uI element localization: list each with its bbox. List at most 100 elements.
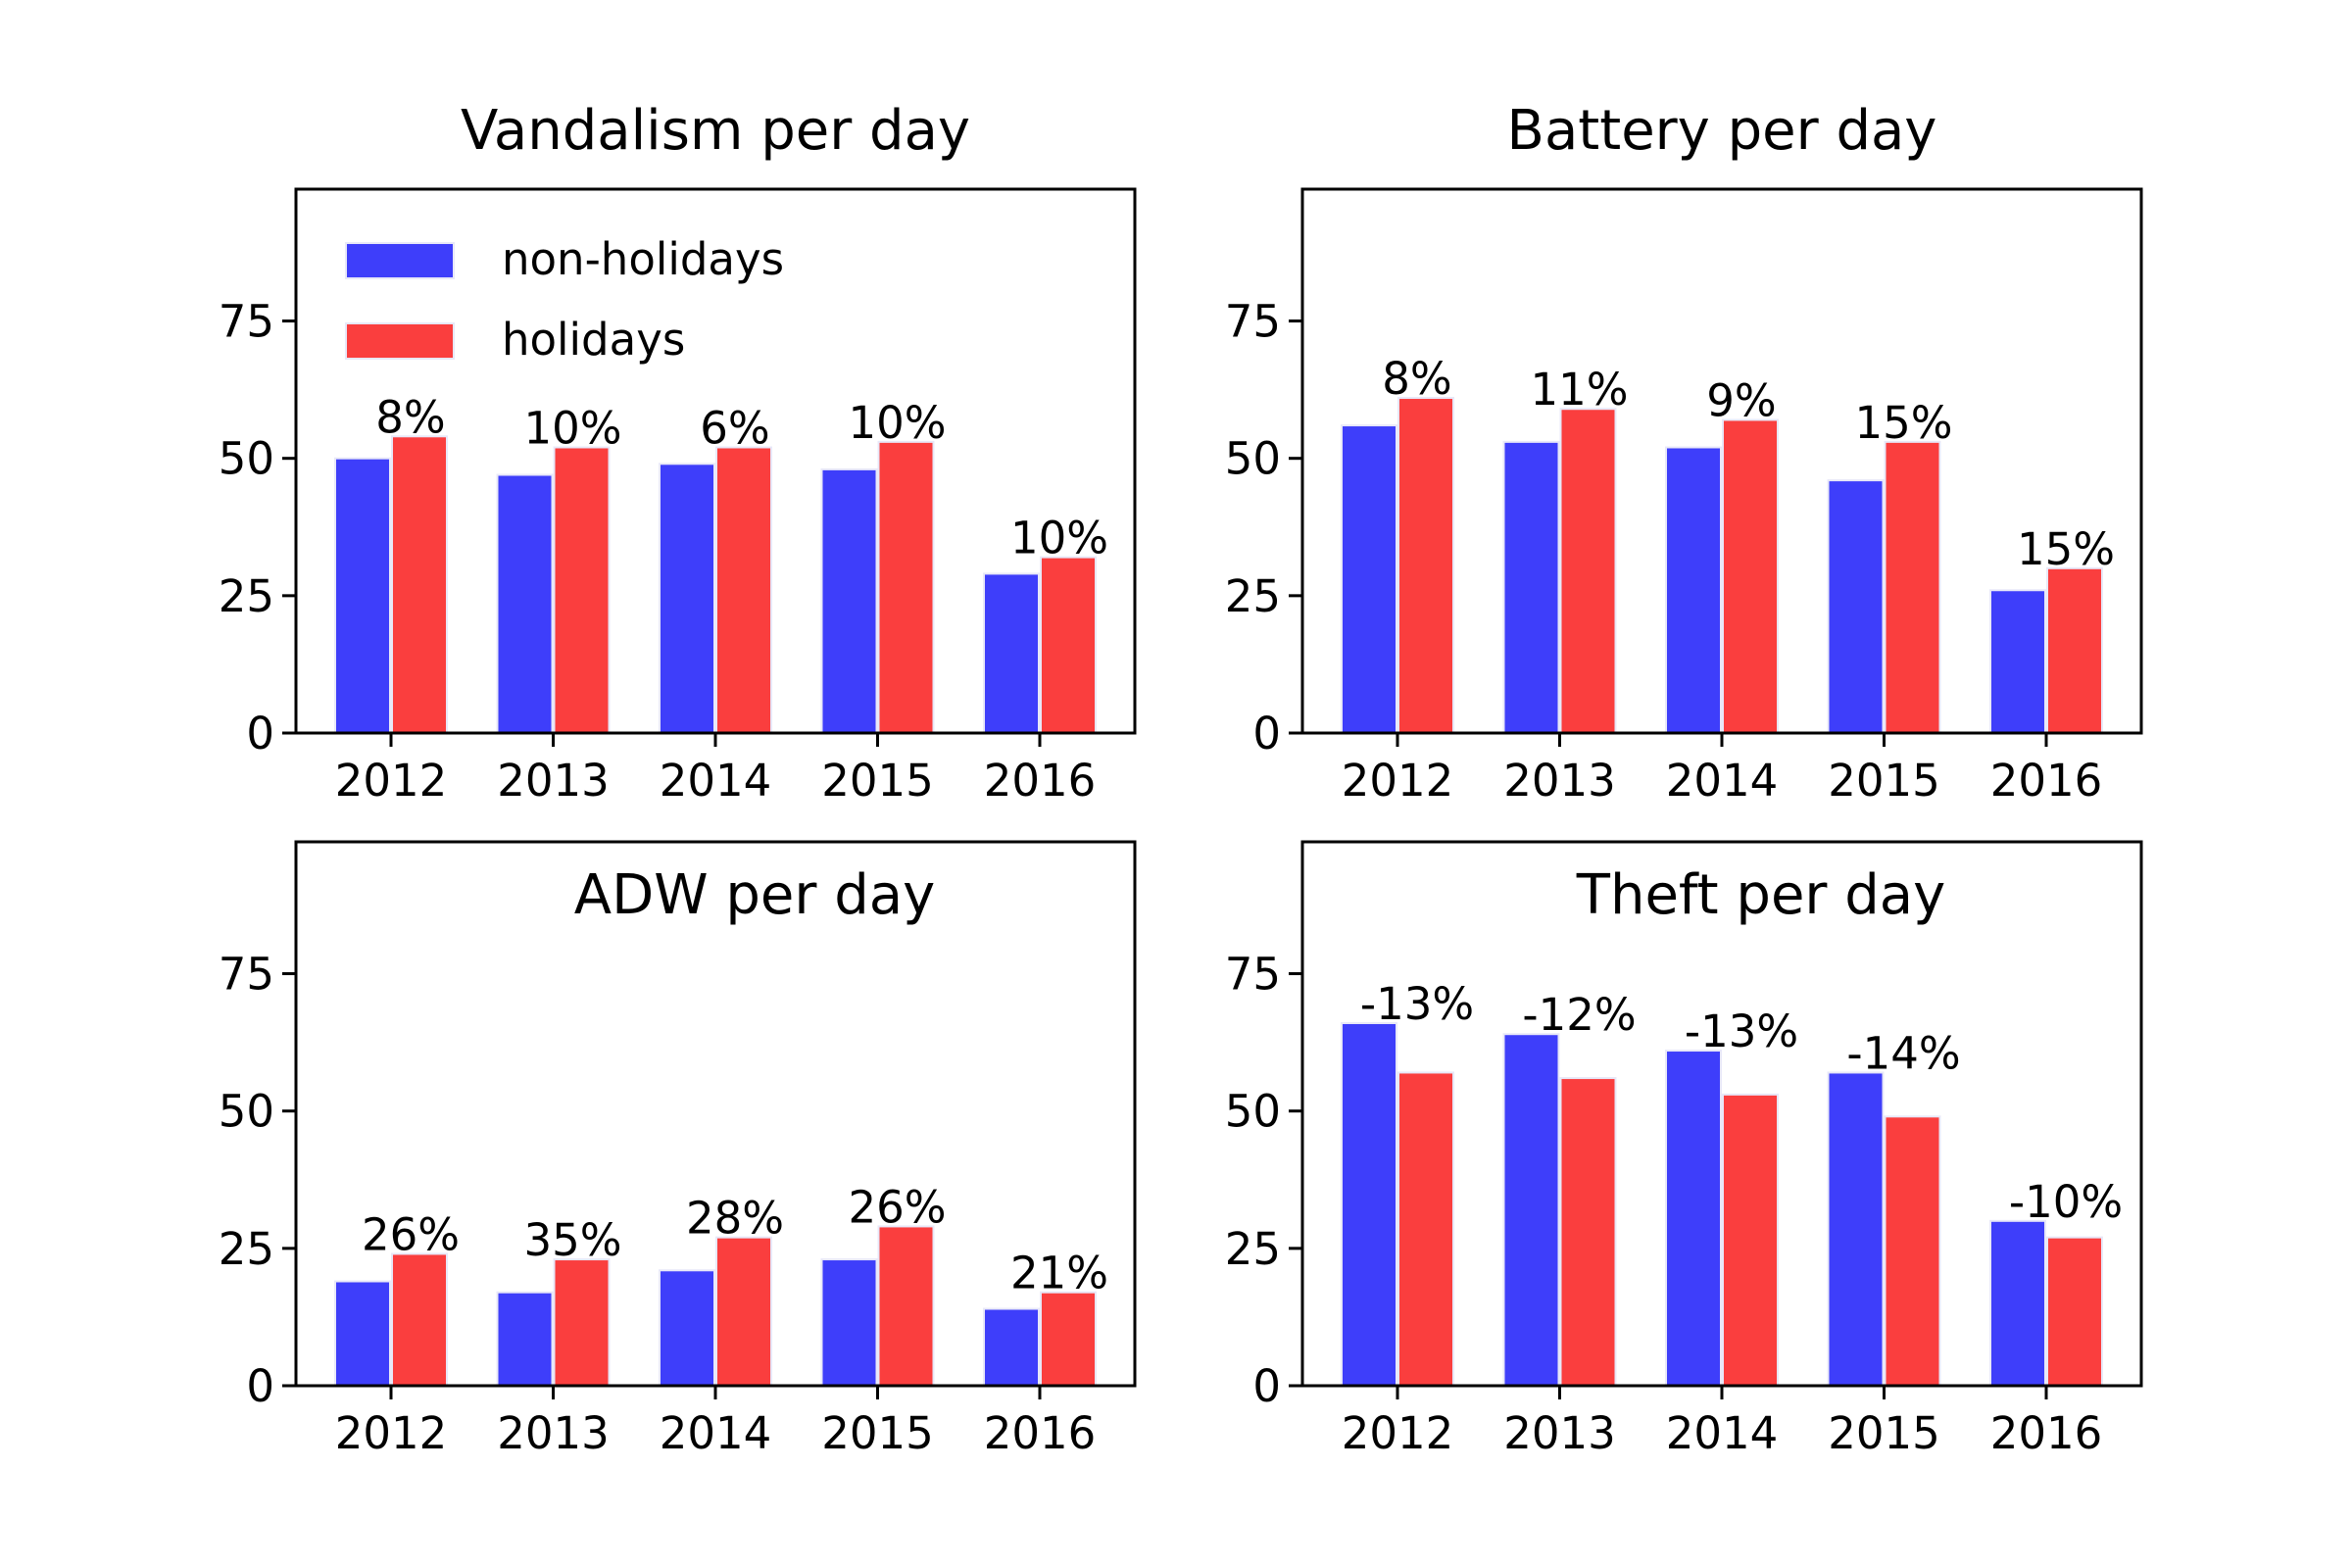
bar-holidays-2012 xyxy=(1397,397,1454,734)
data-label-2014: -13% xyxy=(1685,1005,1798,1057)
bar-non-holidays-2014 xyxy=(1665,1050,1722,1387)
data-label-2015: 26% xyxy=(848,1181,946,1233)
bar-holidays-2013 xyxy=(553,446,611,734)
data-label-2012: -13% xyxy=(1360,978,1474,1030)
y-tick-label: 75 xyxy=(219,949,274,1001)
bar-non-holidays-2014 xyxy=(659,463,715,734)
bar-holidays-2016 xyxy=(1040,556,1097,735)
bar-non-holidays-2012 xyxy=(334,457,391,734)
panel-title-1: Battery per day xyxy=(1507,99,1937,163)
x-tick-label: 2016 xyxy=(984,755,1097,807)
bar-non-holidays-2015 xyxy=(820,467,878,734)
x-tick-label: 2013 xyxy=(1503,755,1616,807)
data-label-2013: 11% xyxy=(1530,364,1628,416)
bar-holidays-2013 xyxy=(553,1258,611,1387)
data-label-2012: 8% xyxy=(375,391,445,443)
x-tick-label: 2012 xyxy=(335,1407,448,1459)
x-tick-label: 2014 xyxy=(660,755,772,807)
y-tick-label: 75 xyxy=(1225,296,1281,348)
data-label-2015: -14% xyxy=(1846,1027,1960,1079)
x-tick-label: 2013 xyxy=(497,1407,610,1459)
bar-non-holidays-2013 xyxy=(1502,440,1560,734)
data-label-2015: 10% xyxy=(848,397,946,449)
bar-holidays-2014 xyxy=(1722,1093,1779,1387)
bar-holidays-2013 xyxy=(1559,408,1617,734)
y-tick-label: 0 xyxy=(1252,708,1281,760)
y-tick-label: 0 xyxy=(1252,1360,1281,1412)
x-tick-label: 2014 xyxy=(1666,1407,1779,1459)
data-label-2016: 15% xyxy=(2017,523,2115,575)
x-tick-label: 2015 xyxy=(1828,1407,1940,1459)
bar-holidays-2015 xyxy=(877,440,935,734)
bar-holidays-2014 xyxy=(1722,418,1779,734)
bar-holidays-2014 xyxy=(715,1236,772,1387)
bar-holidays-2016 xyxy=(1040,1291,1097,1388)
bar-holidays-2015 xyxy=(1884,440,1941,734)
y-tick-label: 25 xyxy=(1225,1223,1281,1275)
legend-label-holidays: holidays xyxy=(502,314,685,366)
x-tick-label: 2015 xyxy=(821,755,934,807)
bar-non-holidays-2016 xyxy=(1989,1219,2046,1388)
panel-title-2: ADW per day xyxy=(574,863,935,927)
bar-non-holidays-2016 xyxy=(983,1307,1040,1387)
bar-holidays-2015 xyxy=(877,1225,935,1387)
bar-holidays-2013 xyxy=(1559,1077,1617,1387)
x-tick-label: 2015 xyxy=(1828,755,1940,807)
bar-non-holidays-2012 xyxy=(1341,424,1397,734)
y-tick-label: 25 xyxy=(219,570,274,622)
bar-holidays-2012 xyxy=(1397,1071,1454,1388)
data-label-2014: 6% xyxy=(700,402,769,454)
x-tick-label: 2012 xyxy=(1342,1407,1454,1459)
panel-title-0: Vandalism per day xyxy=(461,99,970,163)
bar-non-holidays-2015 xyxy=(1827,479,1885,734)
x-tick-label: 2016 xyxy=(1990,1407,2103,1459)
y-tick-label: 50 xyxy=(1225,433,1281,485)
y-tick-label: 50 xyxy=(219,433,274,485)
bar-holidays-2012 xyxy=(391,435,448,734)
data-label-2015: 15% xyxy=(1854,397,1952,449)
data-label-2014: 9% xyxy=(1706,374,1776,426)
bar-holidays-2014 xyxy=(715,446,772,734)
y-tick-label: 25 xyxy=(1225,570,1281,622)
x-tick-label: 2015 xyxy=(821,1407,934,1459)
y-tick-label: 50 xyxy=(219,1086,274,1138)
bar-non-holidays-2012 xyxy=(334,1280,391,1388)
bar-holidays-2012 xyxy=(391,1252,448,1388)
y-tick-label: 25 xyxy=(219,1223,274,1275)
data-label-2016: 10% xyxy=(1010,513,1108,564)
x-tick-label: 2012 xyxy=(335,755,448,807)
data-label-2014: 28% xyxy=(686,1193,784,1245)
bar-non-holidays-2015 xyxy=(820,1258,878,1387)
bar-non-holidays-2012 xyxy=(1341,1022,1397,1387)
y-tick-label: 0 xyxy=(246,708,274,760)
data-label-2013: 35% xyxy=(523,1214,621,1266)
bar-non-holidays-2013 xyxy=(1502,1033,1560,1388)
x-tick-label: 2014 xyxy=(1666,755,1779,807)
data-label-2016: -10% xyxy=(2009,1176,2123,1228)
y-tick-label: 75 xyxy=(219,296,274,348)
panel-title-3: Theft per day xyxy=(1576,863,1945,927)
x-tick-label: 2016 xyxy=(984,1407,1097,1459)
bar-non-holidays-2015 xyxy=(1827,1071,1885,1388)
data-label-2013: -12% xyxy=(1522,989,1636,1041)
bar-holidays-2016 xyxy=(2046,566,2103,734)
bar-non-holidays-2016 xyxy=(983,572,1040,735)
data-label-2016: 21% xyxy=(1010,1248,1108,1299)
bar-holidays-2015 xyxy=(1884,1115,1941,1387)
x-tick-label: 2016 xyxy=(1990,755,2103,807)
legend-swatch-non-holidays xyxy=(345,242,455,279)
x-tick-label: 2013 xyxy=(1503,1407,1616,1459)
x-tick-label: 2012 xyxy=(1342,755,1454,807)
bar-non-holidays-2013 xyxy=(496,1291,554,1388)
legend-swatch-holidays xyxy=(345,322,455,360)
bar-non-holidays-2014 xyxy=(1665,446,1722,734)
y-tick-label: 50 xyxy=(1225,1086,1281,1138)
data-label-2013: 10% xyxy=(523,402,621,454)
bar-holidays-2016 xyxy=(2046,1236,2103,1387)
bar-non-holidays-2016 xyxy=(1989,589,2046,734)
bar-non-holidays-2013 xyxy=(496,473,554,734)
y-tick-label: 75 xyxy=(1225,949,1281,1001)
data-label-2012: 26% xyxy=(362,1208,460,1260)
legend-label-non-holidays: non-holidays xyxy=(502,233,784,285)
